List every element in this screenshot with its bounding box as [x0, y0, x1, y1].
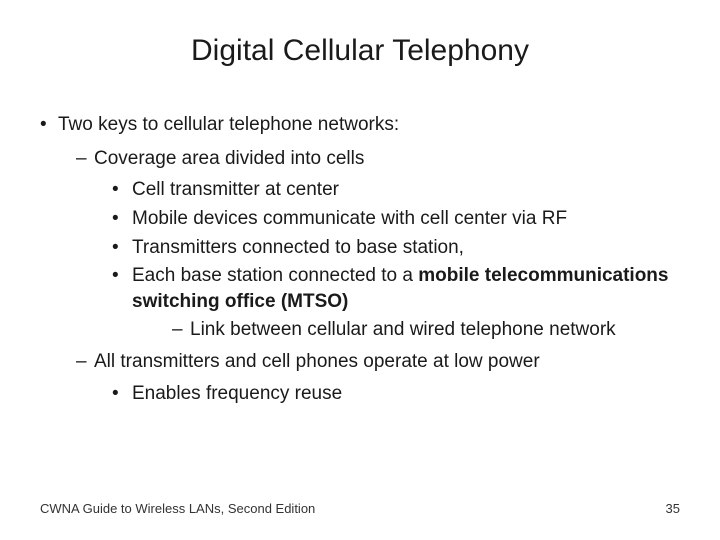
bullet-lvl3-item: •Each base station connected to a mobile…: [112, 263, 680, 343]
bullet-dot-icon: •: [112, 206, 132, 232]
bullet-dot-icon: •: [112, 381, 132, 407]
slide-content: •Two keys to cellular telephone networks…: [40, 112, 680, 406]
bullet-text: Cell transmitter at center: [132, 179, 339, 200]
bullet-text: Transmitters connected to base station,: [132, 237, 464, 258]
dash-icon: –: [76, 349, 94, 375]
bullet-text: Two keys to cellular telephone networks:: [58, 114, 399, 135]
bullet-text: Each base station connected to a: [132, 265, 418, 286]
bullet-lvl1-item: •Two keys to cellular telephone networks…: [40, 112, 680, 406]
bullet-lvl3-item: •Enables frequency reuse: [112, 381, 680, 407]
bullet-lvl3-item: •Transmitters connected to base station,: [112, 235, 680, 261]
bullet-lvl2-item: –All transmitters and cell phones operat…: [76, 349, 680, 406]
slide-title: Digital Cellular Telephony: [40, 34, 680, 68]
bullet-lvl3-item: •Cell transmitter at center: [112, 177, 680, 203]
bullet-lvl3-item: •Mobile devices communicate with cell ce…: [112, 206, 680, 232]
bullet-text: Enables frequency reuse: [132, 383, 342, 404]
page-number: 35: [666, 501, 680, 516]
bullet-dot-icon: •: [112, 177, 132, 203]
bullet-dot-icon: •: [112, 263, 132, 289]
bullet-text: Link between cellular and wired telephon…: [190, 319, 616, 340]
bullet-dot-icon: •: [40, 112, 58, 138]
bullet-lvl2-item: –Coverage area divided into cells •Cell …: [76, 146, 680, 343]
bullet-dot-icon: •: [112, 235, 132, 261]
bullet-text: Coverage area divided into cells: [94, 148, 364, 169]
footer-left: CWNA Guide to Wireless LANs, Second Edit…: [40, 501, 315, 516]
slide-footer: CWNA Guide to Wireless LANs, Second Edit…: [40, 501, 680, 516]
bullet-text: All transmitters and cell phones operate…: [94, 351, 540, 372]
bullet-lvl4-item: –Link between cellular and wired telepho…: [172, 317, 680, 343]
dash-icon: –: [76, 146, 94, 172]
dash-icon: –: [172, 317, 190, 343]
bullet-text: Mobile devices communicate with cell cen…: [132, 208, 567, 229]
